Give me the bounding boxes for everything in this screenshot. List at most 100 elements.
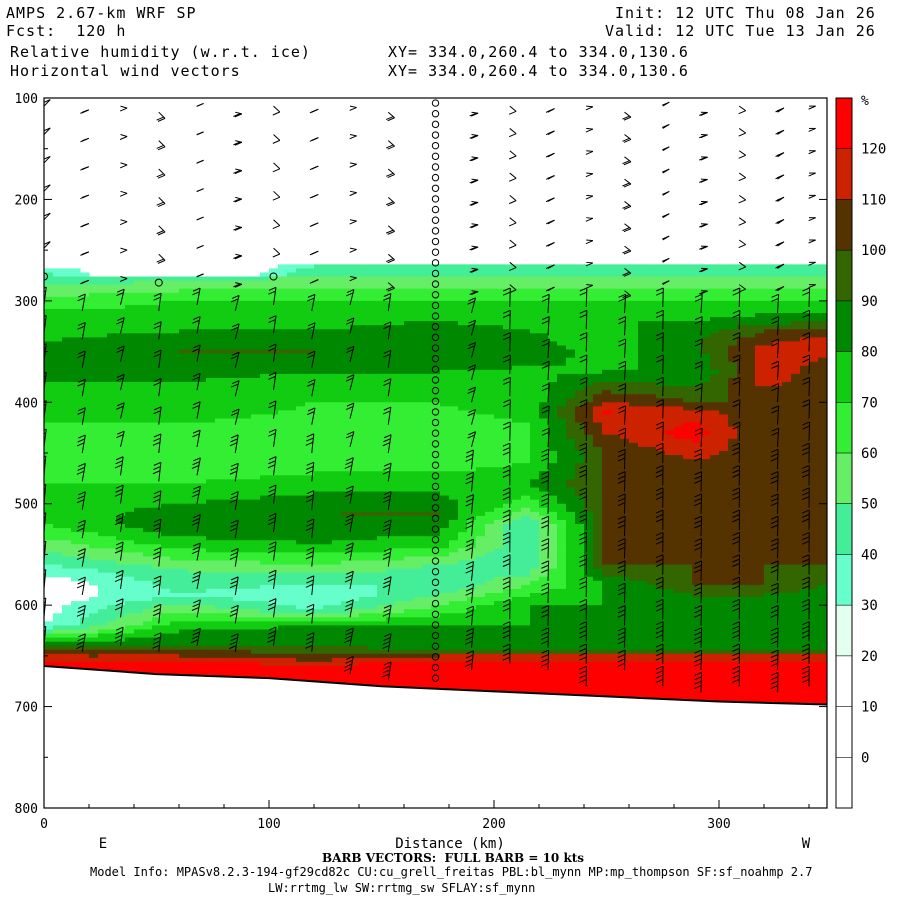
rh-cell	[161, 556, 171, 562]
rh-cell	[359, 674, 369, 679]
rh-cell	[251, 426, 261, 432]
rh-cell	[170, 592, 180, 598]
rh-cell	[179, 544, 189, 549]
rh-cell	[161, 645, 171, 651]
rh-cell	[287, 617, 297, 622]
rh-cell	[287, 568, 297, 574]
rh-cell	[251, 511, 261, 517]
rh-cell	[143, 304, 153, 310]
rh-cell	[233, 568, 243, 574]
rh-cell	[206, 511, 216, 517]
rh-cell	[242, 300, 252, 306]
rh-cell	[287, 268, 297, 274]
rh-cell	[314, 288, 324, 294]
rh-cell	[170, 406, 180, 411]
rh-cell	[215, 625, 225, 631]
rh-cell	[53, 410, 63, 416]
rh-cell	[71, 609, 81, 614]
rh-cell	[107, 633, 117, 639]
rh-cell	[305, 576, 315, 582]
rh-cell	[215, 572, 225, 578]
rh-cell	[287, 373, 297, 379]
rh-cell	[350, 540, 360, 545]
rh-cell	[206, 483, 216, 489]
rh-cell	[125, 641, 135, 647]
rh-cell	[125, 605, 135, 610]
rh-cell	[98, 321, 108, 326]
rh-cell	[152, 426, 162, 432]
rh-cell	[278, 666, 288, 671]
rh-cell	[62, 341, 72, 347]
rh-cell	[314, 572, 324, 578]
rh-cell	[161, 357, 171, 363]
rh-cell	[224, 576, 234, 582]
rh-cell	[125, 284, 135, 290]
rh-cell	[161, 597, 171, 602]
rh-cell	[251, 386, 261, 391]
rh-cell	[368, 653, 378, 659]
rh-cell	[350, 536, 360, 541]
rh-cell	[98, 373, 108, 379]
rh-cell	[350, 641, 360, 647]
rh-cell	[44, 450, 54, 456]
rh-cell	[206, 605, 216, 610]
rh-cell	[314, 653, 324, 659]
rh-cell	[242, 402, 252, 407]
rh-cell	[125, 296, 135, 302]
rh-cell	[197, 588, 207, 594]
rh-cell	[269, 365, 279, 371]
rh-cell	[260, 670, 270, 675]
rh-cell	[116, 276, 126, 282]
rh-cell	[314, 357, 324, 363]
rh-cell	[161, 524, 171, 529]
rh-cell	[251, 430, 261, 436]
rh-cell	[296, 280, 306, 286]
rh-cell	[206, 337, 216, 343]
rh-cell	[206, 653, 216, 659]
rh-cell	[134, 341, 144, 347]
rh-cell	[179, 519, 189, 525]
rh-cell	[161, 463, 171, 468]
rh-cell	[89, 284, 99, 290]
rh-cell	[179, 442, 189, 448]
rh-cell	[197, 337, 207, 343]
rh-cell	[296, 369, 306, 375]
rh-cell	[89, 483, 99, 489]
rh-cell	[242, 410, 252, 416]
rh-cell	[377, 548, 387, 553]
rh-cell	[233, 657, 243, 663]
rh-cell	[62, 661, 72, 667]
rh-cell	[53, 357, 63, 363]
rh-cell	[314, 317, 324, 322]
rh-cell	[260, 471, 270, 476]
rh-cell	[260, 507, 270, 513]
rh-cell	[242, 345, 252, 351]
rh-cell	[305, 653, 315, 659]
rh-cell	[89, 280, 99, 286]
rh-cell	[89, 459, 99, 464]
rh-cell	[215, 450, 225, 456]
rh-cell	[260, 402, 270, 407]
rh-cell	[242, 467, 252, 472]
rh-cell	[350, 637, 360, 643]
rh-cell	[62, 333, 72, 338]
rh-cell	[305, 402, 315, 407]
rh-cell	[359, 515, 369, 521]
rh-cell	[44, 568, 54, 574]
rh-cell	[161, 528, 171, 533]
rh-cell	[368, 519, 378, 525]
rh-cell	[377, 337, 387, 343]
rh-cell	[242, 556, 252, 562]
rh-cell	[89, 617, 99, 622]
rh-cell	[368, 479, 378, 485]
rh-cell	[71, 345, 81, 351]
rh-cell	[251, 617, 261, 622]
rh-cell	[134, 483, 144, 489]
rh-cell	[62, 365, 72, 371]
rh-cell	[332, 349, 342, 355]
rh-cell	[314, 414, 324, 420]
rh-cell	[233, 369, 243, 375]
rh-cell	[170, 353, 180, 359]
rh-cell	[89, 491, 99, 497]
rh-cell	[170, 369, 180, 375]
